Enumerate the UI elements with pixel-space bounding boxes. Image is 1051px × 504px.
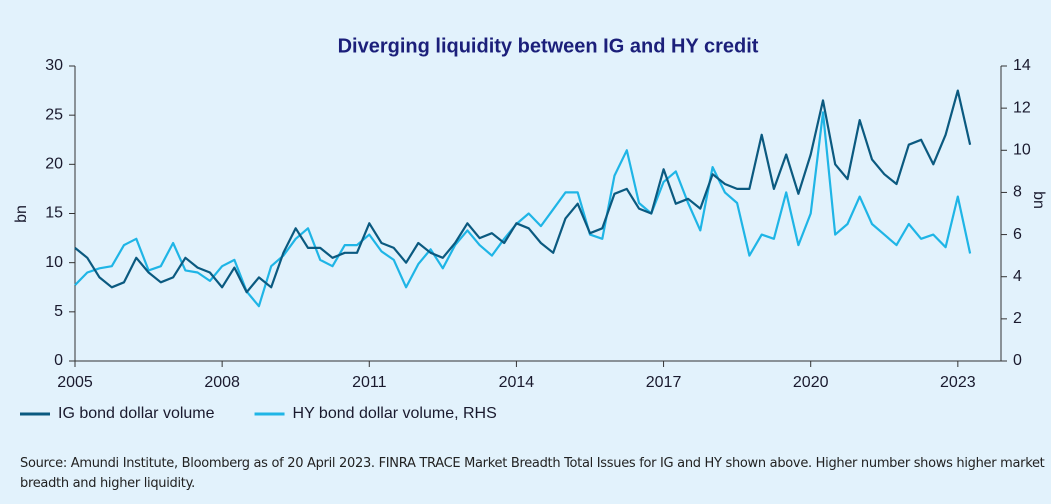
source-note: Source: Amundi Institute, Bloomberg as o… — [20, 456, 1045, 491]
data-line — [74, 111, 972, 308]
x-tick-label: 2017 — [646, 374, 682, 391]
y-tick-label: 15 — [45, 205, 63, 222]
chart: Diverging liquidity between IG and HY cr… — [13, 35, 1047, 422]
y-tick-label: 30 — [45, 57, 63, 74]
y-tick-label: 10 — [45, 254, 63, 271]
y2-tick-label: 6 — [1013, 226, 1022, 243]
x-tick-label: 2005 — [57, 374, 93, 391]
y-tick-label: 25 — [45, 106, 63, 123]
legend-label: HY bond dollar volume, RHS — [293, 405, 497, 422]
legend-label: IG bond dollar volume — [58, 405, 215, 422]
y-tick-label: 0 — [54, 352, 63, 369]
data-line — [74, 89, 972, 294]
y2-tick-label: 2 — [1013, 310, 1022, 327]
x-tick-label: 2011 — [352, 374, 387, 391]
y-tick-label: 20 — [45, 156, 63, 173]
y2-axis-label: bn — [1030, 191, 1047, 209]
x-tick-label: 2023 — [940, 374, 976, 391]
y2-tick-label: 0 — [1013, 352, 1022, 369]
x-tick-label: 2020 — [793, 374, 829, 391]
y-axis-label: bn — [13, 205, 30, 223]
y2-tick-label: 10 — [1013, 142, 1031, 159]
y2-tick-label: 12 — [1013, 99, 1031, 116]
x-tick-label: 2014 — [499, 374, 535, 391]
y2-tick-label: 8 — [1013, 184, 1022, 201]
y2-tick-label: 14 — [1013, 57, 1031, 74]
y-tick-label: 5 — [54, 303, 63, 320]
y2-tick-label: 4 — [1013, 268, 1022, 285]
chart-title: Diverging liquidity between IG and HY cr… — [338, 35, 759, 57]
x-tick-label: 2008 — [204, 374, 240, 391]
